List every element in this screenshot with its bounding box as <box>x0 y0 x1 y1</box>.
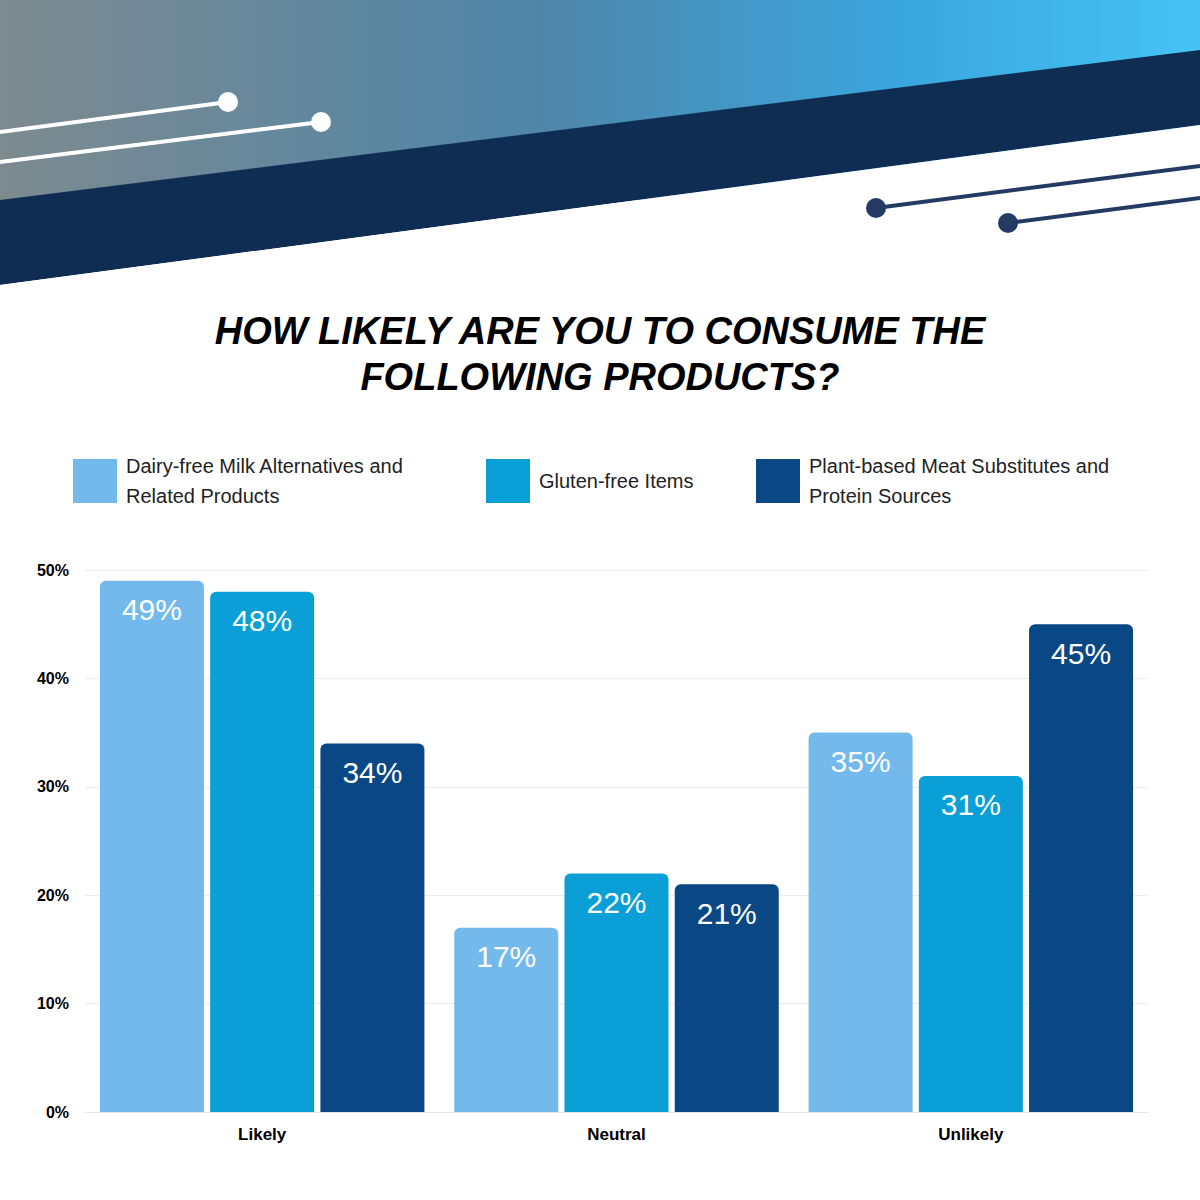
svg-text:Protein Sources: Protein Sources <box>809 485 951 507</box>
svg-text:50%: 50% <box>37 562 69 579</box>
html-text:HOW LIKELY ARE YOU TO CONSUME: HOW LIKELY ARE YOU TO CONSUME THE FOLLOW… <box>214 310 986 398</box>
svg-text:34%: 34% <box>342 756 402 789</box>
svg-text:35%: 35% <box>831 745 891 778</box>
svg-text:22%: 22% <box>586 886 646 919</box>
svg-text:Plant-based Meat Substitutes a: Plant-based Meat Substitutes and <box>809 455 1115 477</box>
svg-text:17%: 17% <box>476 940 536 973</box>
svg-text:30%: 30% <box>37 778 69 795</box>
svg-text:31%: 31% <box>941 788 1001 821</box>
svg-text:Unlikely: Unlikely <box>938 1125 1004 1144</box>
svg-text:20%: 20% <box>37 887 69 904</box>
svg-text:Likely: Likely <box>238 1125 287 1144</box>
svg-text:0%: 0% <box>46 1104 69 1121</box>
svg-text:49%: 49% <box>122 593 182 626</box>
svg-text:10%: 10% <box>37 995 69 1012</box>
svg-text:Gluten-free Items: Gluten-free Items <box>539 470 694 492</box>
svg-text:Dairy-free Milk Alternatives a: Dairy-free Milk Alternatives and <box>126 455 408 477</box>
svg-text:48%: 48% <box>232 604 292 637</box>
svg-text:21%: 21% <box>697 897 757 930</box>
svg-text:Neutral: Neutral <box>587 1125 646 1144</box>
svg-text:45%: 45% <box>1051 637 1111 670</box>
svg-text:Related Products: Related Products <box>126 485 279 507</box>
svg-text:40%: 40% <box>37 670 69 687</box>
